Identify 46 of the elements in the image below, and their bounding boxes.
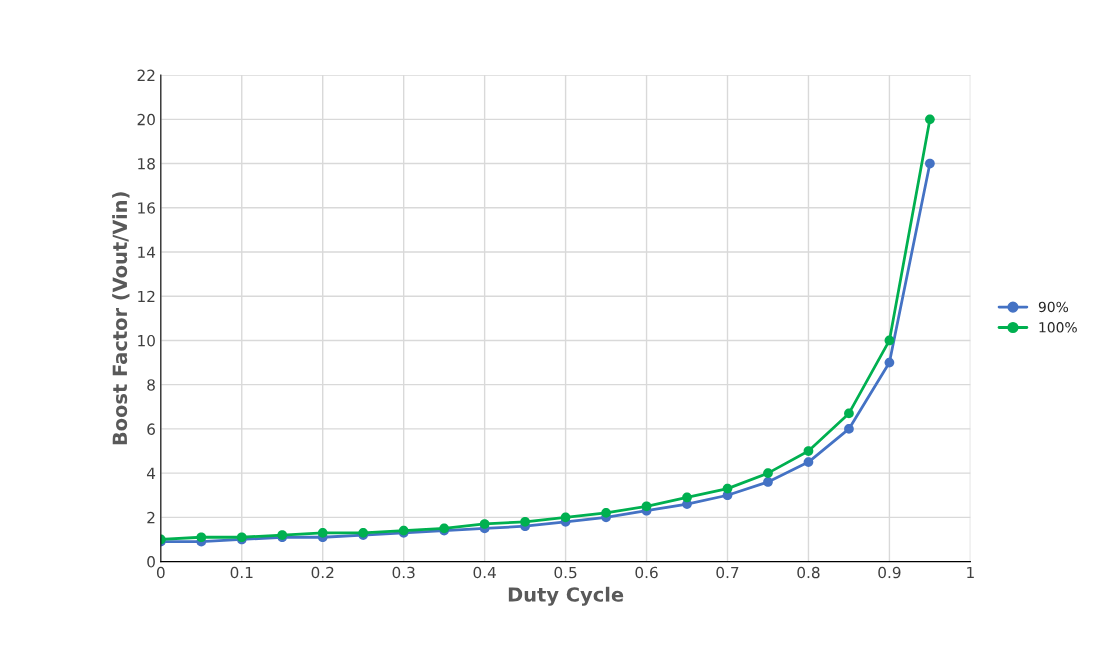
point: [682, 492, 692, 503]
x-tick-label: 0.1: [230, 566, 253, 579]
point: [601, 508, 611, 518]
y-tick-label: 16: [138, 202, 155, 214]
point: [317, 527, 328, 538]
y-tick-label: 0: [147, 556, 155, 568]
y-tick-label: 22: [137, 69, 155, 81]
y-tick-label: 4: [146, 467, 156, 479]
point: [763, 468, 773, 478]
point: [844, 424, 854, 434]
x-tick-label: 0: [156, 566, 165, 579]
y-tick-label: 12: [138, 290, 155, 303]
y-tick-label: 6: [147, 423, 155, 435]
x-tick-label: 0.6: [635, 566, 658, 579]
x-tick-label: 0.7: [716, 566, 739, 579]
y-axis-title: Boost Factor (Vout/Vin): [112, 192, 130, 445]
point: [803, 457, 814, 467]
point: [520, 516, 530, 527]
point: [925, 114, 935, 125]
y-tick-label: 8: [147, 379, 155, 391]
x-tick-label: 0.5: [554, 566, 577, 579]
y-tick-label: 20: [137, 113, 155, 126]
point: [196, 532, 207, 543]
y-tick-label: 2: [147, 511, 155, 524]
point: [763, 477, 773, 487]
y-tick-label: 14: [138, 246, 156, 258]
x-tick-label: 0.2: [311, 566, 334, 579]
point: [803, 446, 814, 456]
point: [844, 408, 854, 419]
x-tick-label: 0.3: [392, 566, 415, 579]
y-tick-label: 10: [138, 334, 155, 347]
point: [560, 512, 571, 523]
x-tick-label: 0.8: [797, 566, 820, 579]
point: [479, 519, 490, 529]
point: [722, 483, 733, 494]
point: [641, 501, 652, 512]
point: [925, 158, 935, 169]
legend-label: 100%: [1039, 322, 1077, 333]
x-tick-label: 1: [967, 566, 974, 579]
legend-label: 90%: [1038, 301, 1069, 313]
point: [884, 357, 895, 368]
x-axis-title: Duty Cycle: [508, 586, 624, 606]
y-tick-label: 18: [138, 158, 155, 170]
point: [884, 335, 895, 346]
x-tick-label: 0.4: [473, 566, 496, 579]
x-tick-label: 0.9: [878, 566, 901, 579]
